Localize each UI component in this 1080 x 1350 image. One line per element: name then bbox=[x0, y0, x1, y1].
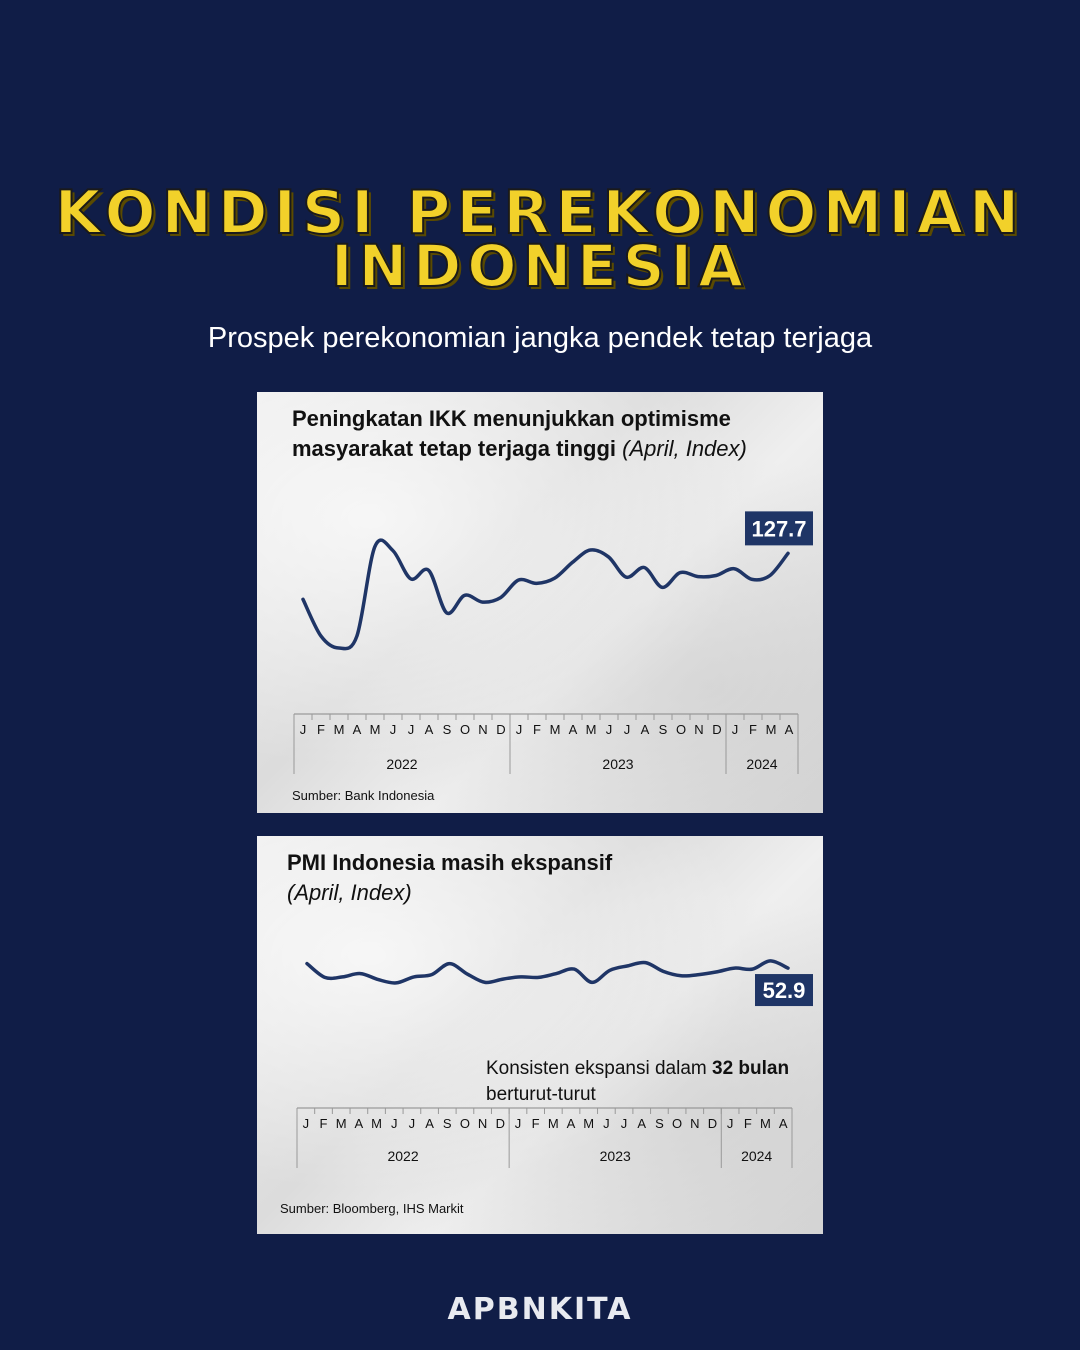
x-tick-label: J bbox=[727, 1116, 734, 1131]
x-tick-label: F bbox=[320, 1116, 328, 1131]
x-tick-label: J bbox=[300, 722, 307, 737]
x-tick-label: M bbox=[334, 722, 345, 737]
chart-source-pmi: Sumber: Bloomberg, IHS Markit bbox=[280, 1201, 464, 1216]
x-tick-label: F bbox=[317, 722, 325, 737]
x-tick-label: O bbox=[460, 1116, 470, 1131]
x-tick-label: M bbox=[583, 1116, 594, 1131]
x-tick-label: D bbox=[496, 722, 505, 737]
x-tick-label: O bbox=[676, 722, 686, 737]
x-tick-label: A bbox=[425, 722, 434, 737]
chart-note-pmi: Konsisten ekspansi dalam 32 bulan bertur… bbox=[486, 1056, 796, 1108]
page-title-line1: KONDISI PEREKONOMIAN bbox=[54, 177, 1026, 249]
x-tick-label: J bbox=[621, 1116, 628, 1131]
year-label: 2023 bbox=[600, 1148, 631, 1164]
value-label: 127.7 bbox=[751, 516, 806, 541]
x-tick-label: F bbox=[532, 1116, 540, 1131]
x-tick-label: J bbox=[391, 1116, 398, 1131]
x-tick-label: A bbox=[425, 1116, 434, 1131]
x-tick-label: J bbox=[408, 722, 415, 737]
x-tick-label: A bbox=[785, 722, 794, 737]
chart-title-ikk-unit: (April, Index) bbox=[622, 436, 747, 461]
page-subtitle: Prospek perekonomian jangka pendek tetap… bbox=[207, 322, 873, 354]
x-tick-label: O bbox=[460, 722, 470, 737]
x-tick-label: A bbox=[569, 722, 578, 737]
x-tick-label: A bbox=[353, 722, 362, 737]
x-tick-label: N bbox=[690, 1116, 699, 1131]
year-label: 2023 bbox=[602, 756, 633, 772]
chart-title-ikk: Peningkatan IKK menunjukkan optimisme ma… bbox=[292, 404, 812, 464]
x-tick-label: N bbox=[478, 722, 487, 737]
x-tick-label: J bbox=[624, 722, 631, 737]
chart-title-ikk-main: Peningkatan IKK menunjukkan optimisme ma… bbox=[292, 406, 731, 461]
x-tick-label: J bbox=[409, 1116, 416, 1131]
series-line bbox=[305, 959, 790, 985]
x-tick-label: N bbox=[478, 1116, 487, 1131]
page-title-line2: INDONESIA bbox=[330, 231, 749, 301]
x-tick-label: M bbox=[370, 722, 381, 737]
x-tick-label: S bbox=[655, 1116, 664, 1131]
year-label: 2022 bbox=[386, 756, 417, 772]
chart-source-ikk: Sumber: Bank Indonesia bbox=[292, 788, 435, 803]
x-tick-label: J bbox=[606, 722, 613, 737]
series-line bbox=[301, 538, 790, 651]
x-tick-label: O bbox=[672, 1116, 682, 1131]
x-tick-label: F bbox=[533, 722, 541, 737]
x-tick-label: J bbox=[303, 1116, 310, 1131]
year-label: 2024 bbox=[746, 756, 777, 772]
year-label: 2022 bbox=[387, 1148, 418, 1164]
year-label: 2024 bbox=[741, 1148, 772, 1164]
x-tick-label: M bbox=[336, 1116, 347, 1131]
x-tick-label: N bbox=[694, 722, 703, 737]
x-tick-label: D bbox=[708, 1116, 717, 1131]
value-label-box bbox=[745, 511, 813, 546]
x-tick-label: S bbox=[443, 722, 452, 737]
x-tick-label: J bbox=[732, 722, 739, 737]
x-tick-label: M bbox=[371, 1116, 382, 1131]
x-tick-label: M bbox=[766, 722, 777, 737]
x-tick-label: A bbox=[355, 1116, 364, 1131]
chart-panel-ikk: Peningkatan IKK menunjukkan optimisme ma… bbox=[257, 392, 823, 813]
x-tick-label: F bbox=[744, 1116, 752, 1131]
x-tick-label: M bbox=[548, 1116, 559, 1131]
x-tick-label: J bbox=[515, 1116, 522, 1131]
x-tick-label: A bbox=[779, 1116, 788, 1131]
x-tick-label: M bbox=[760, 1116, 771, 1131]
x-tick-label: J bbox=[390, 722, 397, 737]
chart-title-pmi: PMI Indonesia masih ekspansif bbox=[287, 850, 613, 875]
x-tick-label: A bbox=[567, 1116, 576, 1131]
value-label-box bbox=[755, 974, 813, 1007]
value-label: 52.9 bbox=[763, 978, 806, 1003]
brand-logo: APBNKITA bbox=[447, 1292, 633, 1327]
x-tick-label: J bbox=[516, 722, 523, 737]
x-tick-label: S bbox=[443, 1116, 452, 1131]
chart-panel-pmi: PMI Indonesia masih ekspansif (April, In… bbox=[257, 836, 823, 1234]
chart-note-bold: 32 bulan bbox=[712, 1058, 790, 1079]
x-tick-label: A bbox=[637, 1116, 646, 1131]
x-tick-label: M bbox=[550, 722, 561, 737]
x-tick-label: M bbox=[586, 722, 597, 737]
chart-note-text2: berturut-turut bbox=[486, 1084, 596, 1105]
x-tick-label: J bbox=[603, 1116, 610, 1131]
chart-title-pmi-unit: (April, Index) bbox=[287, 880, 412, 905]
x-tick-label: D bbox=[496, 1116, 505, 1131]
x-tick-label: S bbox=[659, 722, 668, 737]
chart-note-text: Konsisten ekspansi dalam bbox=[486, 1058, 713, 1079]
x-tick-label: A bbox=[641, 722, 650, 737]
x-tick-label: D bbox=[712, 722, 721, 737]
x-tick-label: F bbox=[749, 722, 757, 737]
